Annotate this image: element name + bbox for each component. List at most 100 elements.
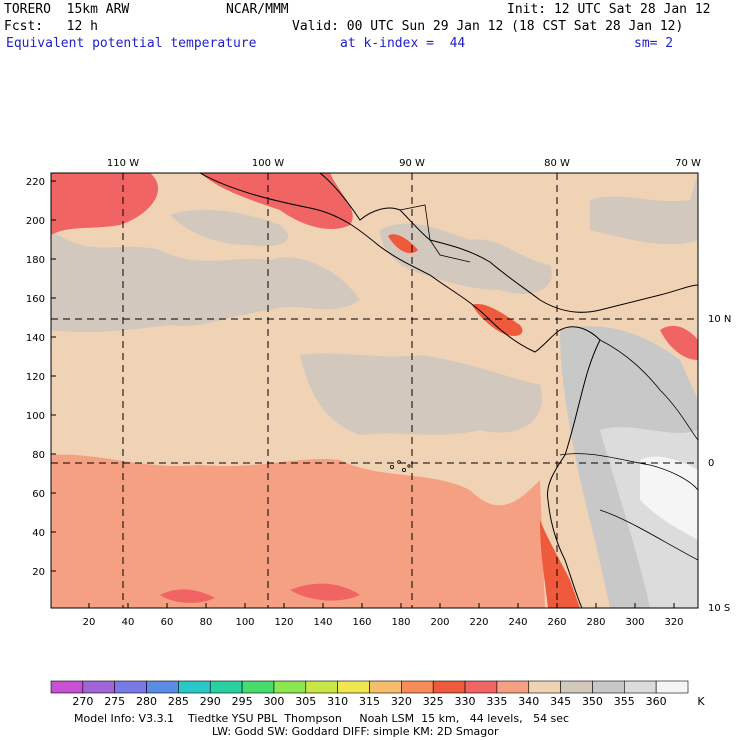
field-335-south-patch-2 [290, 583, 360, 601]
colorbar-level-label: 340 [518, 695, 540, 708]
x-tick-label: 300 [625, 617, 644, 628]
colorbar-level-label: 315 [359, 695, 380, 708]
x-tick-label: 60 [161, 617, 174, 628]
y-tick-label: 160 [26, 294, 45, 305]
x-axis: 20 40 60 80 100 120 140 160 180 200 220 240 260 280 30… [83, 603, 684, 628]
center-name: NCAR/MMM [226, 2, 289, 17]
y-tick-label: 60 [32, 489, 45, 500]
y-tick-label: 140 [26, 333, 45, 344]
colorbar-level-label: 335 [486, 695, 508, 708]
colorbar-level-label: 345 [550, 695, 572, 708]
colorbar-swatch [655, 680, 689, 694]
forecast-hour: Fcst: 12 h [4, 19, 98, 34]
model-info-line1: Model Info: V3.3.1 Tiedtke YSU PBL Thomp… [74, 712, 570, 725]
field-350-caribbean [590, 173, 698, 245]
colorbar-swatch [401, 680, 434, 694]
galapagos-island [407, 464, 411, 468]
colorbar-level-label: 305 [295, 695, 317, 708]
colorbar-swatch [50, 680, 84, 694]
y-tick-label: 40 [32, 528, 45, 539]
colorbar-swatch [114, 680, 147, 694]
colorbar-swatch [369, 680, 402, 694]
field-335-colombia [660, 325, 698, 360]
y-tick-label: 200 [26, 216, 45, 227]
y-tick-label: 100 [26, 411, 45, 422]
y-tick-label: 180 [26, 255, 45, 266]
field-350-central-patch [300, 353, 542, 435]
field-360-patch [640, 456, 698, 540]
y-axis: 220 200 180 160 140 120 100 80 60 40 20 [26, 177, 56, 578]
colorbar [50, 680, 689, 694]
x-tick-label: 280 [586, 617, 605, 628]
x-tick-label: 180 [391, 617, 410, 628]
init-time: Init: 12 UTC Sat 28 Jan 12 [507, 2, 711, 17]
colorbar-swatch [560, 680, 593, 694]
smoothing-info: sm= 2 [634, 36, 674, 51]
latitude-labels: 10 N 0 10 S [708, 314, 731, 614]
colorbar-level-label: 360 [645, 695, 667, 708]
colorbar-swatch [82, 680, 115, 694]
colorbar-level-label: 275 [104, 695, 126, 708]
field-335-south-patch [160, 589, 215, 603]
x-tick-label: 200 [430, 617, 449, 628]
field-340-south-core [51, 505, 545, 608]
colorbar-swatch [432, 680, 466, 694]
x-tick-label: 240 [508, 617, 527, 628]
model-name: TORERO 15km ARW [4, 2, 130, 17]
colorbar-level-label: 280 [136, 695, 158, 708]
longitude-labels: 110 W 100 W 90 W 80 W 70 W [107, 158, 701, 169]
colorbar-swatch [273, 680, 307, 694]
colorbar-level-label: 355 [613, 695, 635, 708]
colorbar-level-label: 285 [167, 695, 189, 708]
longitude-label: 110 W [107, 158, 139, 169]
colorbar-level-label: 325 [422, 695, 444, 708]
level-info: at k-index = 44 [340, 36, 466, 51]
field-330-guatemala [388, 234, 418, 254]
west-coastline [199, 173, 601, 608]
colorbar-level-label: 290 [199, 695, 221, 708]
colorbar-swatch [464, 680, 498, 694]
field-350-west-band [51, 230, 360, 333]
x-tick-label: 260 [547, 617, 566, 628]
colombia-border [599, 339, 698, 441]
colorbar-level-label: 270 [72, 695, 94, 708]
galapagos-island [401, 467, 406, 472]
x-tick-label: 80 [200, 617, 213, 628]
longitude-label: 70 W [675, 158, 701, 169]
x-tick-label: 120 [274, 617, 293, 628]
longitude-label: 80 W [544, 158, 570, 169]
x-tick-label: 100 [235, 617, 254, 628]
model-info-line2: LW: Godd SW: Goddard DIFF: simple KM: 2D… [212, 725, 499, 738]
galapagos-island [389, 464, 394, 469]
latitude-label: 0 [708, 458, 714, 469]
latitude-label: 10 S [708, 603, 730, 614]
x-tick-label: 20 [83, 617, 96, 628]
colorbar-swatch [305, 680, 338, 694]
latitude-label: 10 N [708, 314, 731, 325]
longitude-label: 100 W [252, 158, 284, 169]
field-330-costa-rica [472, 304, 523, 336]
colorbar-swatch [496, 680, 530, 694]
x-tick-label: 160 [352, 617, 371, 628]
x-tick-label: 320 [664, 617, 683, 628]
colorbar-swatch [592, 680, 625, 694]
peru-border [599, 509, 698, 561]
colorbar-swatch [337, 680, 370, 694]
central-america-borders [399, 204, 471, 263]
theta-e-field [51, 173, 698, 608]
field-350-central-america [380, 223, 552, 294]
colorbar-swatch [146, 680, 179, 694]
field-name: Equivalent potential temperature [6, 36, 257, 51]
caribbean-coastline [319, 173, 698, 313]
colorbar-level-label: 300 [263, 695, 285, 708]
field-330-peru-coast [540, 520, 580, 608]
colorbar-swatch [623, 680, 657, 694]
map-frame [50, 172, 699, 609]
y-tick-label: 80 [32, 450, 45, 461]
colorbar-level-label: 310 [327, 695, 349, 708]
colorbar-swatch [241, 680, 275, 694]
x-tick-label: 220 [469, 617, 488, 628]
colorbar-level-label: 320 [390, 695, 412, 708]
y-tick-label: 20 [32, 567, 45, 578]
ecuador-border [559, 453, 698, 491]
